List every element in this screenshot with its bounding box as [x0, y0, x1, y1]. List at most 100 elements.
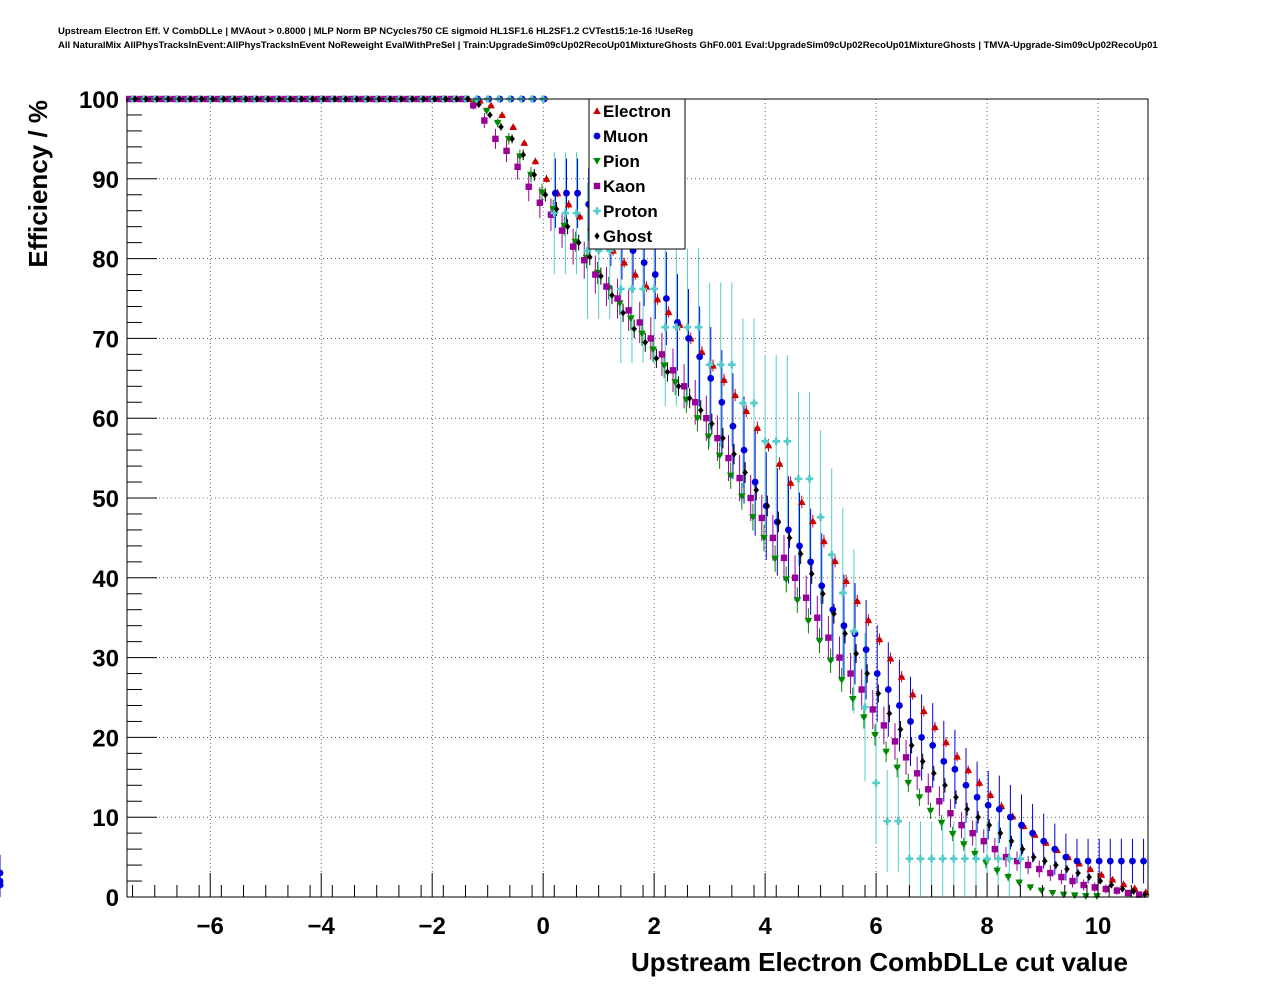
pion-point — [715, 452, 724, 460]
ghost-point — [1119, 885, 1126, 893]
electron-point — [775, 459, 784, 467]
kaon-point — [625, 307, 632, 314]
ghost-point — [709, 420, 715, 428]
electron-point — [853, 597, 862, 604]
kaon-point — [514, 163, 521, 171]
muon-point — [818, 582, 826, 590]
proton-point — [994, 854, 1002, 863]
kaon-point — [703, 415, 710, 422]
pion-point — [749, 514, 757, 521]
ghost-point — [775, 518, 782, 526]
pion-point — [615, 300, 624, 308]
ghost-point — [587, 253, 593, 261]
proton-point — [716, 360, 725, 369]
ghost-point — [1008, 837, 1015, 845]
kaon-point — [680, 383, 688, 390]
electron-point — [786, 479, 795, 486]
electron-point — [742, 407, 751, 415]
electron-point — [531, 157, 540, 165]
electron-point — [1108, 875, 1117, 883]
kaon-point — [747, 494, 754, 502]
pion-point — [726, 472, 735, 480]
electron-point — [487, 101, 495, 109]
proton-point — [916, 854, 925, 863]
kaon-point — [969, 829, 976, 837]
kaon-point — [925, 786, 932, 793]
ghost-point — [786, 534, 793, 542]
ghost-point — [820, 590, 826, 598]
legend-box — [588, 98, 686, 250]
muon-point — [807, 558, 815, 566]
muon-point — [551, 189, 559, 197]
pion-point — [971, 850, 979, 858]
kaon-point — [614, 295, 621, 302]
electron-point — [886, 654, 895, 662]
kaon-point — [636, 319, 643, 326]
kaon-point — [1124, 889, 1132, 897]
kaon-point — [1024, 861, 1032, 869]
muon-point — [873, 670, 881, 677]
proton-point — [861, 703, 869, 711]
proton-point — [728, 360, 736, 369]
legend-label-kaon: Kaon — [603, 177, 646, 196]
x-tick-label: −4 — [308, 913, 336, 940]
proton-point — [694, 323, 703, 332]
muon-point — [1051, 845, 1059, 853]
ghost-point — [1064, 865, 1070, 873]
electron-point — [509, 123, 518, 130]
ghost-point — [986, 821, 992, 829]
proton-point — [605, 246, 614, 255]
pion-point — [804, 617, 813, 625]
ghost-point — [520, 151, 526, 159]
kaon-point — [936, 798, 943, 805]
legend-marker-kaon — [593, 182, 601, 190]
muon-point — [1106, 857, 1114, 865]
electron-point — [575, 212, 584, 220]
pion-point — [738, 493, 746, 501]
ghost-point — [1086, 873, 1092, 881]
muon-point — [1029, 829, 1036, 837]
proton-point — [827, 550, 836, 559]
ghost-point — [1097, 877, 1103, 885]
muon-point — [840, 622, 848, 630]
ghost-point — [564, 223, 571, 231]
electron-point — [964, 766, 973, 774]
muon-point — [929, 741, 937, 749]
ghost-point — [487, 111, 493, 119]
ghost-point — [698, 406, 704, 414]
y-tick-label: 30 — [92, 646, 119, 673]
muon-point — [751, 478, 759, 486]
ghost-point — [798, 550, 804, 558]
proton-point — [639, 285, 647, 293]
ghost-point — [953, 793, 959, 801]
electron-point — [620, 258, 628, 266]
proton-point — [1016, 854, 1025, 863]
ghost-point — [720, 434, 726, 442]
electron-point — [520, 139, 529, 146]
electron-point — [720, 376, 728, 383]
kaon-point — [1069, 877, 1076, 885]
proton-point — [949, 854, 958, 863]
muon-point — [951, 765, 959, 773]
muon-point — [796, 542, 803, 550]
muon-point — [563, 189, 570, 197]
y-tick-label: 90 — [92, 167, 119, 194]
ghost-point — [642, 338, 648, 346]
kaon-point — [1013, 857, 1021, 865]
ghost-point — [742, 468, 748, 477]
kaon-point — [503, 147, 510, 155]
pion-point — [1048, 889, 1057, 897]
muon-point — [896, 702, 903, 709]
kaon-point — [836, 654, 843, 661]
pion-point — [771, 555, 779, 563]
proton-point — [739, 399, 747, 407]
y-tick-label: 80 — [92, 247, 119, 274]
ghost-point — [509, 135, 515, 143]
pion-point — [993, 867, 1001, 875]
kaon-point — [802, 594, 810, 601]
pion-point — [671, 379, 680, 387]
muon-point — [1095, 857, 1103, 865]
muon-point — [662, 295, 670, 302]
ghost-point — [620, 309, 626, 317]
electron-point — [820, 537, 828, 545]
